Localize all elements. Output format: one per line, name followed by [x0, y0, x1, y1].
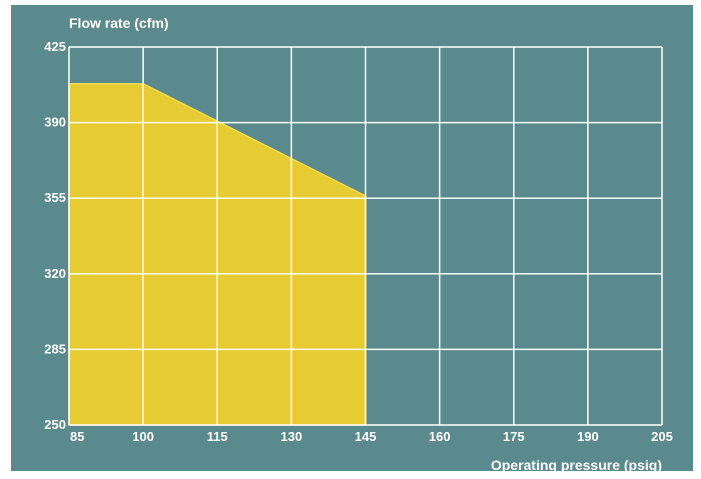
x-tick-label: 130 — [281, 429, 303, 444]
chart-svg: 85 100 115 130 145 160 175 190 205 250 285 320 355 39… — [44, 15, 673, 471]
x-tick-label: 85 — [70, 429, 84, 444]
y-tick-label: 320 — [44, 266, 66, 281]
x-tick-label: 145 — [355, 429, 377, 444]
tick-layer: 85 100 115 130 145 160 175 190 205 250 285 320 355 39… — [44, 39, 673, 444]
y-tick-label: 425 — [44, 39, 66, 54]
x-tick-label: 175 — [503, 429, 525, 444]
x-tick-label: 100 — [132, 429, 154, 444]
y-axis-title: Flow rate (cfm) — [69, 15, 169, 31]
chart-panel: 85 100 115 130 145 160 175 190 205 250 285 320 355 39… — [11, 5, 693, 471]
y-tick-label: 250 — [44, 417, 66, 432]
y-tick-label: 355 — [44, 190, 66, 205]
x-tick-label: 115 — [207, 429, 228, 444]
x-tick-label: 205 — [651, 429, 673, 444]
y-tick-label: 285 — [44, 341, 66, 356]
x-axis-title: Operating pressure (psig) — [491, 457, 662, 471]
grid-layer — [68, 46, 663, 426]
x-tick-label: 160 — [429, 429, 451, 444]
y-tick-label: 390 — [44, 115, 66, 130]
x-tick-label: 190 — [577, 429, 599, 444]
